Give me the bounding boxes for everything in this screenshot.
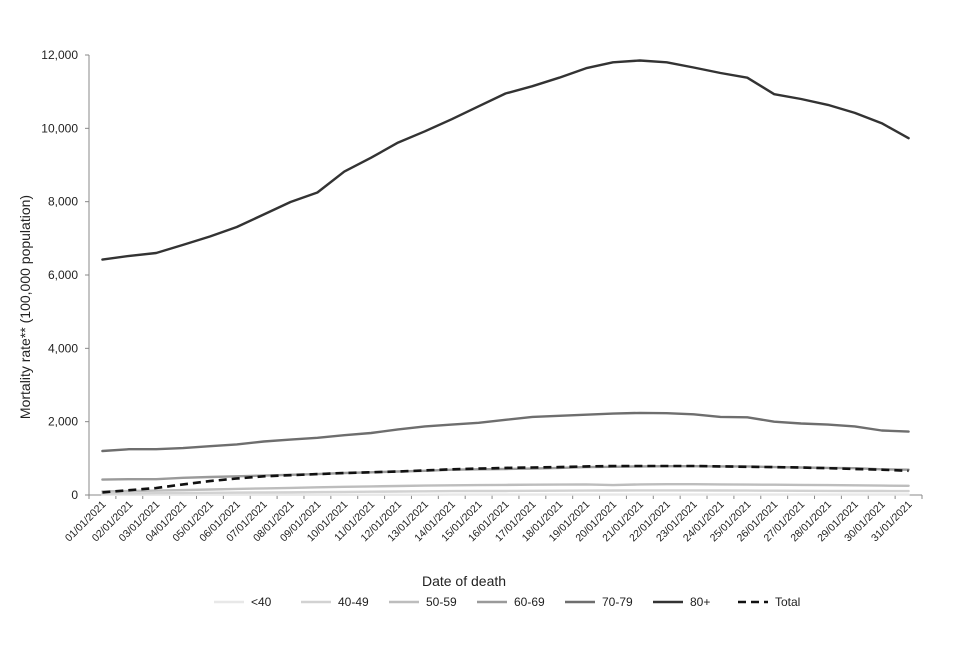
y-tick-label: 2,000 <box>48 415 78 429</box>
legend-label: <40 <box>251 595 272 609</box>
y-tick-label: 8,000 <box>48 195 78 209</box>
y-axis-label: Mortality rate** (100,000 population) <box>17 195 33 419</box>
legend-label: 80+ <box>690 595 710 609</box>
y-tick-label: 10,000 <box>41 121 78 135</box>
y-tick-label: 0 <box>71 488 78 502</box>
chart-axes <box>89 55 922 495</box>
legend-label: 60-69 <box>514 595 545 609</box>
x-axis-ticks: 01/01/202102/01/202103/01/202104/01/2021… <box>63 495 922 544</box>
legend-label: 40-49 <box>338 595 369 609</box>
series-line <box>102 61 908 260</box>
series-line <box>102 413 908 451</box>
legend-label: 70-79 <box>602 595 633 609</box>
series-line <box>102 490 908 493</box>
y-axis-ticks: 0 2,000 4,000 6,000 8,000 10,000 12,000 <box>41 48 89 502</box>
x-axis-label: Date of death <box>422 573 506 589</box>
y-tick-label: 4,000 <box>48 341 78 355</box>
series-lines <box>102 61 908 495</box>
y-tick-label: 12,000 <box>41 48 78 62</box>
y-tick-label: 6,000 <box>48 268 78 282</box>
legend-label: 50-59 <box>426 595 457 609</box>
chart-legend: <40 40-49 50-59 60-69 70-79 80+ Total <box>214 595 800 609</box>
legend-label: Total <box>775 595 800 609</box>
